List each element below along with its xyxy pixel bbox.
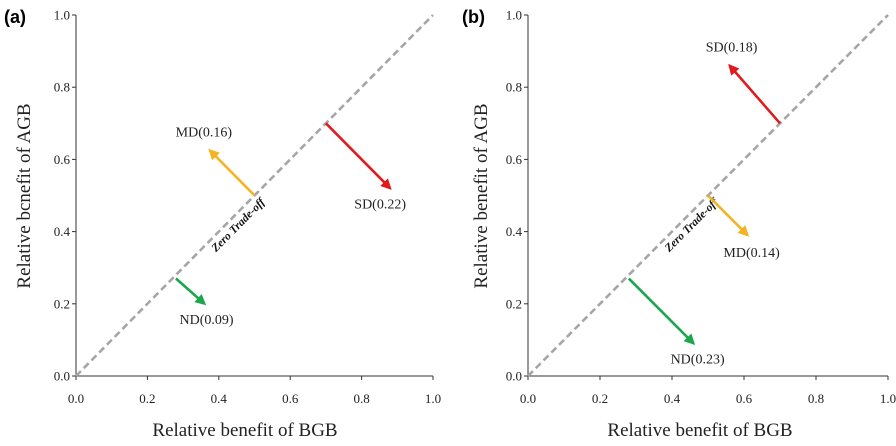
x-tick-label: 1.0 xyxy=(880,391,896,406)
y-tick-label: 0.6 xyxy=(54,152,71,167)
arrow-nd xyxy=(627,277,696,346)
y-tick-label: 0.2 xyxy=(54,296,70,311)
x-tick-label: 0.0 xyxy=(68,391,84,406)
x-tick-label: 0.6 xyxy=(282,391,299,406)
y-tick-label: 1.0 xyxy=(506,8,522,23)
x-tick-label: 0.8 xyxy=(808,391,824,406)
x-tick-label: 0.6 xyxy=(736,391,753,406)
y-tick-label: 0.8 xyxy=(506,80,522,95)
arrow-sd xyxy=(728,63,781,125)
arrow-md xyxy=(208,148,256,197)
x-axis-title: Relative benefit of BGB xyxy=(152,420,337,441)
x-tick-label: 0.8 xyxy=(353,391,369,406)
y-tick-label: 1.0 xyxy=(54,8,70,23)
arrow-sd xyxy=(324,122,392,190)
y-tick-label: 0.0 xyxy=(506,369,522,384)
arrow-label-nd: ND(0.09) xyxy=(179,313,233,328)
x-tick-label: 0.4 xyxy=(211,391,228,406)
x-axis-title: Relative benefit of BGB xyxy=(607,420,792,441)
arrow-label-nd: ND(0.23) xyxy=(671,353,725,368)
x-tick-label: 0.4 xyxy=(664,391,681,406)
x-tick-label: 1.0 xyxy=(425,391,441,406)
arrow-nd xyxy=(175,277,207,306)
x-tick-label: 0.2 xyxy=(592,391,608,406)
y-tick-label: 0.8 xyxy=(54,80,70,95)
arrow-md xyxy=(707,194,750,237)
x-tick-label: 0.0 xyxy=(520,391,536,406)
y-tick-label: 0.6 xyxy=(506,152,523,167)
chart-panel-b: 0.0 0.2 0.4 0.6 0.8 1.0 0.0 0.2 0.4 0.6 0.8 1.0 Rela… xyxy=(462,7,896,441)
arrow-label-sd: SD(0.22) xyxy=(354,197,406,212)
arrow-label-md: MD(0.14) xyxy=(723,246,780,261)
zero-tradeoff-label: Zero Trade-off xyxy=(662,196,721,256)
arrow-label-sd: SD(0.18) xyxy=(706,41,758,56)
y-tick-label: 0.2 xyxy=(506,296,522,311)
chart-panel-a: 0.0 0.2 0.4 0.6 0.8 1.0 0.0 0.2 0.4 0.6 0.8 1.0 Rela… xyxy=(4,7,441,441)
panel-label: (b) xyxy=(462,7,485,27)
y-tick-label: 0.4 xyxy=(506,224,523,239)
y-axis-title: Relative bcnefit of AGB xyxy=(14,103,35,288)
y-axis-title: Relative benefit of AGB xyxy=(471,103,492,288)
arrow-label-md: MD(0.16) xyxy=(176,125,233,140)
panel-label: (a) xyxy=(4,7,26,27)
x-tick-label: 0.2 xyxy=(139,391,155,406)
y-tick-label: 0.4 xyxy=(54,224,71,239)
zero-tradeoff-label: Zero Trade-off xyxy=(209,196,268,256)
y-tick-label: 0.0 xyxy=(54,369,70,384)
